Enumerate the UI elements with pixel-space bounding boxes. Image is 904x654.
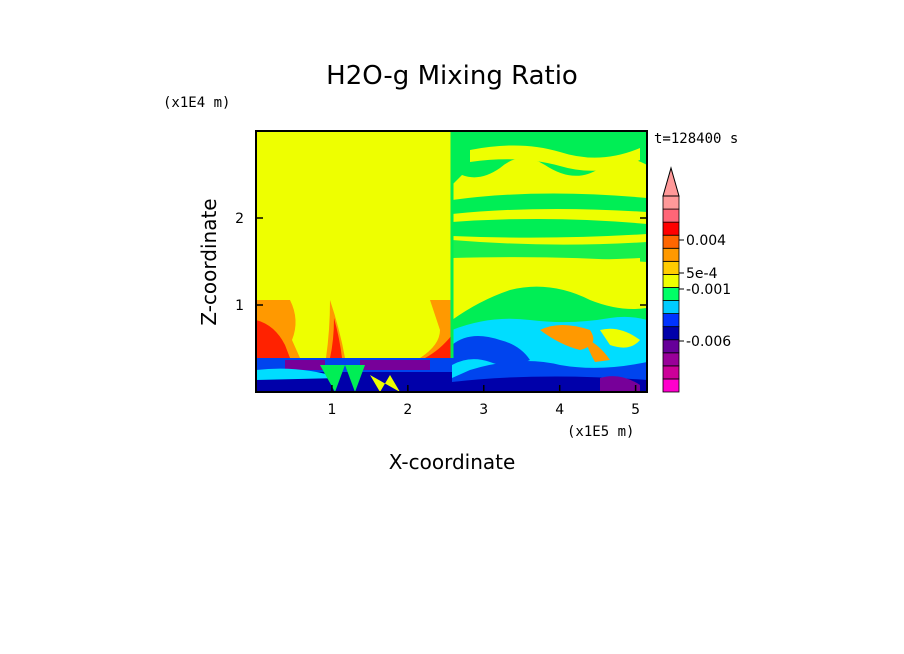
- x-tick-label: 3: [479, 402, 488, 418]
- x-tick-label: 4: [555, 402, 564, 418]
- y-units-label: (x1E4 m): [163, 95, 230, 111]
- y-tick-label: 2: [235, 211, 244, 227]
- colorbar-swatch: [662, 339, 680, 354]
- plot-frame: [255, 130, 648, 393]
- colorbar-swatch: [662, 260, 680, 275]
- colorbar-swatch: [662, 221, 680, 236]
- colorbar-label: 5e-4: [686, 266, 718, 282]
- colorbar-swatch: [662, 208, 680, 223]
- colorbar-swatch: [662, 234, 680, 249]
- colorbar-swatch: [662, 378, 680, 393]
- colorbar-swatch: [662, 365, 680, 380]
- colorbar-label: -0.001: [686, 282, 731, 298]
- time-label: t=128400 s: [654, 131, 738, 147]
- colorbar-swatch: [662, 300, 680, 314]
- x-axis-label: X-coordinate: [389, 450, 516, 474]
- y-tick-label: 1: [235, 298, 244, 314]
- colorbar-swatch: [662, 352, 680, 367]
- colorbar-swatch: [662, 326, 680, 341]
- x-units-label: (x1E5 m): [567, 424, 634, 440]
- colorbar-label: 0.004: [686, 233, 726, 249]
- chart-title: H2O-g Mixing Ratio: [326, 61, 578, 91]
- y-axis-ticks: 12: [235, 211, 647, 314]
- x-tick-label: 1: [327, 402, 336, 418]
- x-tick-label: 2: [403, 402, 412, 418]
- colorbar-swatch: [662, 273, 680, 288]
- colorbar-extend-arrow: [662, 166, 680, 197]
- heatmap-field: [256, 131, 647, 392]
- colorbar-swatch: [662, 313, 680, 328]
- x-tick-label: 5: [631, 402, 640, 418]
- x-axis-ticks: 1 2 3 4 5: [327, 385, 640, 418]
- colorbar-label: -0.006: [686, 334, 731, 350]
- colorbar-swatch: [662, 247, 680, 262]
- colorbar-swatch: [662, 287, 680, 301]
- colorbar-swatch: [662, 195, 680, 210]
- y-axis-label: Z-coordinate: [197, 198, 221, 325]
